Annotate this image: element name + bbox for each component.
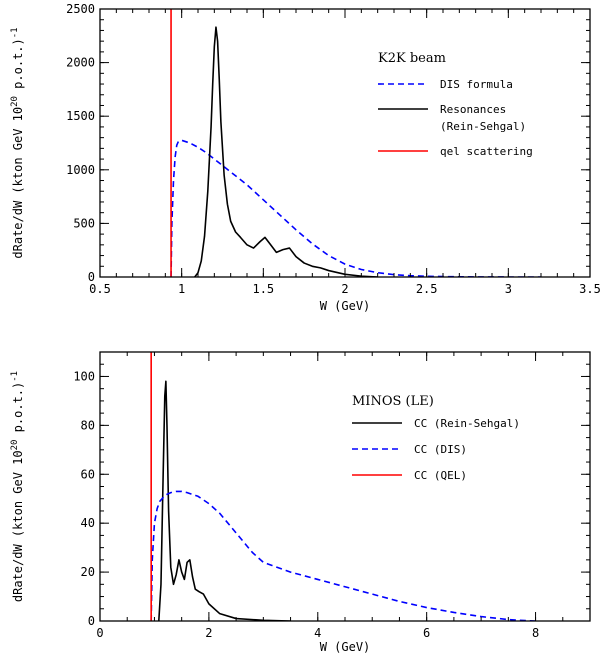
x-tick-label: 3.5 <box>579 282 601 296</box>
series-line-1 <box>150 490 536 621</box>
legend-label-2: CC (QEL) <box>414 469 467 482</box>
y-tick-label: 1000 <box>66 163 95 177</box>
y-axis-title-sup: 20 <box>10 440 20 451</box>
legend-label-0: CC (Rein-Sehgal) <box>414 417 520 430</box>
x-tick-label: 8 <box>532 626 539 640</box>
plot-frame <box>99 8 591 278</box>
y-axis-title-exp: -1 <box>10 27 20 38</box>
legend-label-0: DIS formula <box>440 78 513 91</box>
legend-title: K2K beam <box>378 51 446 66</box>
legend-label-1: Resonances <box>440 103 506 116</box>
x-tick-label: 4 <box>314 626 321 640</box>
x-tick-label: 6 <box>423 626 430 640</box>
series-group <box>170 9 541 277</box>
y-tick-label: 500 <box>73 216 95 230</box>
chart-k2k: 0.5 1 1.5 2 2.5 3 3.5 0 500 1000 1500 2000 2500 W (Ge… <box>10 2 601 313</box>
legend-label-1: CC (DIS) <box>414 443 467 456</box>
x-tick-label: 3 <box>505 282 512 296</box>
y-tick-label: 0 <box>88 270 95 284</box>
y-tick-label: 20 <box>81 565 95 579</box>
x-axis-title: W (GeV) <box>320 299 371 313</box>
x-tick-label: 0.5 <box>89 282 111 296</box>
series-line-1 <box>194 26 378 277</box>
y-tick-label: 0 <box>88 614 95 628</box>
y-axis-title: dRate/dW (kton GeV 1020 p.o.t.)-1 <box>10 27 25 258</box>
y-tick-label: 2500 <box>66 2 95 16</box>
y-tick-label: 1500 <box>66 109 95 123</box>
x-tick-label: 2.5 <box>416 282 438 296</box>
legend-label-1-line2: (Rein-Sehgal) <box>440 120 526 133</box>
y-tick-label: 100 <box>73 369 95 383</box>
y-axis-title: dRate/dW (kton GeV 1020 p.o.t.)-1 <box>10 371 25 602</box>
y-axis-title-tail: p.o.t.) <box>11 38 25 96</box>
y-tick-label: 60 <box>81 467 95 481</box>
x-tick-label: 0 <box>96 626 103 640</box>
legend-title: MINOS (LE) <box>352 394 434 409</box>
x-tick-label: 1.5 <box>252 282 274 296</box>
y-axis-title-main: dRate/dW (kton GeV 10 <box>11 107 25 259</box>
y-axis-title-exp: -1 <box>10 371 20 382</box>
legend-label-2: qel scattering <box>440 145 533 158</box>
y-tick-label: 2000 <box>66 56 95 70</box>
y-tick-label: 40 <box>81 516 95 530</box>
y-axis-title-tail: p.o.t.) <box>11 382 25 440</box>
x-tick-label: 1 <box>178 282 185 296</box>
series-line-0 <box>170 139 541 277</box>
x-tick-label: 2 <box>205 626 212 640</box>
y-axis-title-main: dRate/dW (kton GeV 10 <box>11 450 25 602</box>
x-tick-label: 2 <box>341 282 348 296</box>
y-tick-label: 80 <box>81 418 95 432</box>
series-line-0 <box>158 380 291 621</box>
x-axis-title: W (GeV) <box>320 640 371 654</box>
legend: MINOS (LE) CC (Rein-Sehgal) CC (DIS) CC (QE… <box>352 394 520 482</box>
series-group <box>150 352 536 621</box>
y-axis-title-sup: 20 <box>10 96 20 107</box>
legend: K2K beam DIS formula Resonances (Rein-Sehga… <box>378 51 533 158</box>
